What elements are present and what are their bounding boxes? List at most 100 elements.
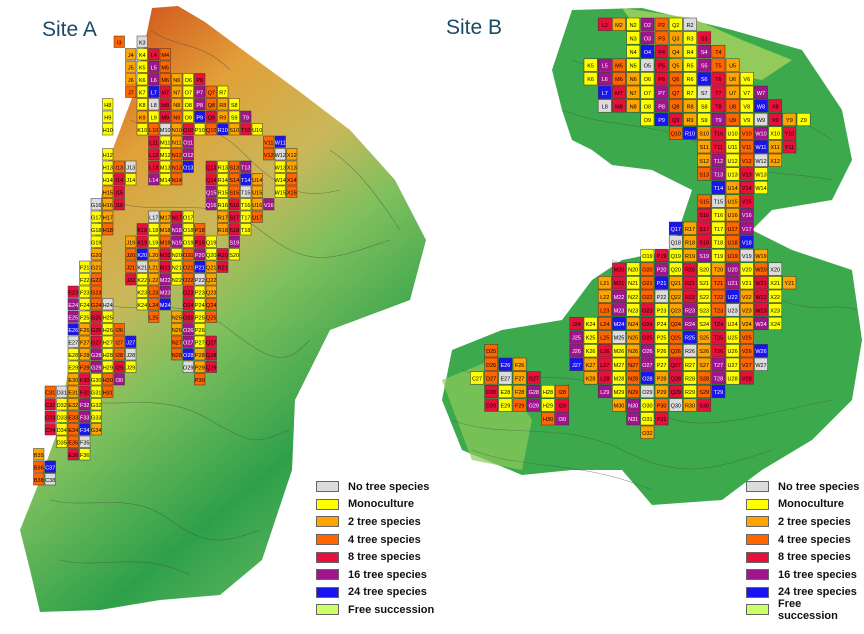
plot-label: U16	[728, 213, 738, 219]
plot-cell	[205, 273, 217, 286]
plot-label: Q21	[206, 265, 216, 271]
plot-cell	[612, 58, 626, 72]
plot-label: P8	[196, 103, 203, 109]
plot-cell	[739, 303, 754, 317]
plot-cell	[90, 235, 102, 248]
plot-cell	[194, 273, 206, 286]
plot-label: K9	[139, 115, 146, 121]
plot-cell	[754, 303, 768, 317]
legend-swatch	[316, 604, 339, 616]
plot-cell	[683, 126, 697, 140]
plot-label: F32	[80, 403, 89, 409]
plot-label: S30	[699, 404, 709, 410]
plot-label: E29	[501, 404, 511, 410]
plot-label: J27	[126, 340, 135, 346]
plot-label: N13	[172, 165, 182, 171]
plot-cell	[782, 276, 797, 290]
plot-cell	[159, 110, 171, 123]
plot-cell	[654, 316, 669, 331]
plot-label: U14	[728, 186, 738, 192]
plot-cell	[711, 289, 726, 303]
plot-cell	[251, 210, 263, 223]
plot-label: I28	[115, 353, 123, 359]
plot-label: Q29	[671, 390, 681, 396]
plot-label: L5	[602, 64, 608, 70]
plot-cell	[125, 348, 137, 361]
plot-cell	[640, 72, 655, 86]
plot-label: N20	[628, 268, 638, 274]
plot-cell	[754, 316, 768, 331]
plot-cell	[555, 412, 570, 426]
plot-cell	[612, 72, 626, 86]
plot-label: S16	[699, 213, 709, 219]
plot-label: L18	[149, 228, 158, 234]
plot-cell	[148, 135, 160, 148]
plot-label: Q21	[671, 281, 681, 287]
plot-cell	[711, 167, 726, 181]
plot-label: L22	[149, 278, 158, 284]
plot-cell	[251, 173, 263, 186]
site-a-map: I3 K3 J4 K4 L4 M4 J5 K5 L5 M5 J6 K6 L6 M6 N6 O6 P6 J7 K7 L7…	[0, 0, 432, 629]
plot-label: U23	[728, 308, 738, 314]
legend-item-16-species: 16 tree species	[746, 566, 864, 584]
plot-label: S28	[699, 376, 709, 382]
plot-label: R17	[685, 227, 695, 233]
plot-label: W23	[755, 308, 766, 314]
plot-label: S14	[229, 178, 239, 184]
plot-cell	[683, 44, 697, 59]
plot-label: P31	[657, 417, 667, 423]
plot-cell	[171, 148, 183, 161]
site-b-title: Site B	[446, 16, 503, 39]
plot-cell	[79, 423, 91, 436]
plot-label: N5	[630, 64, 637, 70]
plot-label: P4	[658, 50, 665, 56]
plot-cell	[768, 289, 783, 303]
plot-cell	[640, 344, 655, 358]
plot-label: Q27	[671, 363, 681, 369]
plot-label: O32	[642, 431, 652, 437]
plot-label: M10	[160, 128, 171, 134]
plot-label: O21	[183, 265, 193, 271]
plot-label: P19	[195, 240, 205, 246]
plot-label: Y9	[786, 118, 793, 124]
plot-cell	[668, 235, 683, 249]
plot-label: I13	[115, 165, 123, 171]
plot-label: H10	[103, 128, 113, 134]
plot-cell	[136, 248, 148, 261]
plot-label: L19	[149, 240, 158, 246]
plot-cell	[711, 371, 726, 385]
plot-cell	[148, 223, 160, 236]
plot-cell	[626, 262, 641, 276]
plot-cell	[159, 123, 171, 136]
plot-label: J22	[126, 278, 135, 284]
plot-cell	[113, 198, 125, 211]
legend-swatch	[746, 604, 769, 616]
plot-label: I30	[558, 417, 566, 423]
plot-cell	[228, 185, 240, 198]
plot-label: T17	[714, 227, 723, 233]
plot-cell	[125, 273, 137, 286]
plot-label: R2	[686, 23, 693, 29]
plot-label: J5	[128, 65, 134, 71]
plot-cell	[79, 260, 91, 273]
plot-cell	[79, 285, 91, 298]
plot-label: G24	[91, 303, 101, 309]
plot-cell	[626, 99, 641, 113]
legend-label: Free succession	[777, 597, 838, 622]
plot-label: N21	[628, 281, 638, 287]
plot-label: M24	[160, 303, 171, 309]
plot-label: O17	[183, 215, 193, 221]
plot-cell	[711, 58, 726, 72]
plot-cell	[626, 371, 641, 385]
plot-cell	[668, 398, 683, 412]
plot-cell	[711, 140, 726, 154]
plot-label: O12	[183, 153, 193, 159]
plot-label: S26	[699, 349, 709, 355]
plot-cell	[263, 198, 275, 211]
plot-label: T18	[241, 228, 250, 234]
plot-label: U17	[252, 215, 262, 221]
plot-label: Q30	[671, 404, 681, 410]
plot-label: P27	[657, 363, 667, 369]
plot-cell	[217, 223, 229, 236]
plot-label: I29	[558, 404, 566, 410]
